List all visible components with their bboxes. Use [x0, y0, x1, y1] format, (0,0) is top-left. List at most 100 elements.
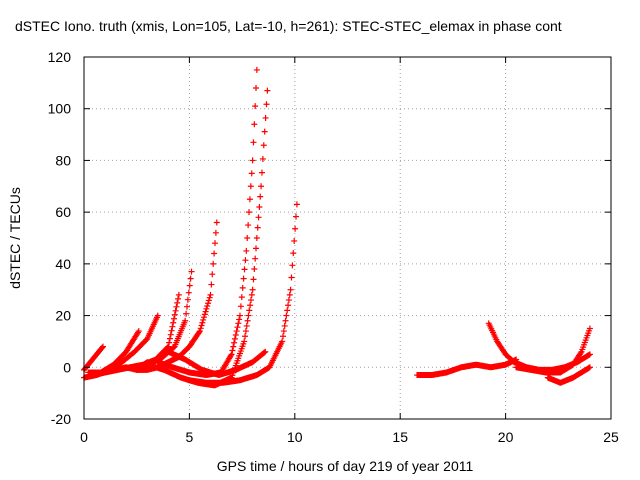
data-point-marker	[586, 364, 593, 371]
series-8	[154, 66, 260, 379]
data-point-marker	[212, 229, 219, 236]
data-point-marker	[245, 222, 252, 229]
data-point-marker	[166, 339, 173, 346]
data-point-marker	[247, 183, 254, 190]
data-point-marker	[253, 235, 260, 241]
data-point-marker	[213, 219, 220, 226]
data-point-marker	[230, 343, 237, 350]
data-point-marker	[187, 275, 194, 282]
data-point-marker	[289, 262, 296, 269]
data-point-marker	[290, 250, 297, 257]
data-point-marker	[171, 311, 178, 318]
data-point-marker	[231, 335, 238, 342]
y-tick-label: 20	[55, 308, 71, 324]
x-tick-label: 15	[392, 429, 408, 445]
data-point-marker	[251, 266, 258, 273]
y-tick-label: 40	[55, 256, 71, 272]
data-point-marker	[248, 170, 255, 177]
series-14	[513, 325, 593, 376]
data-point-marker	[285, 297, 292, 304]
data-point-marker	[262, 114, 269, 121]
grid	[84, 57, 611, 419]
data-point-marker	[577, 350, 584, 357]
data-point-marker	[244, 317, 251, 324]
data-point-marker	[186, 282, 193, 289]
data-point-marker	[200, 314, 207, 321]
data-point-marker	[211, 250, 218, 257]
data-point-marker	[286, 291, 293, 298]
data-point-marker	[264, 87, 271, 94]
data-point-marker	[260, 142, 267, 149]
data-point-marker	[231, 339, 238, 346]
data-point-marker	[168, 327, 175, 334]
series-12	[414, 356, 520, 379]
data-point-marker	[293, 201, 300, 208]
data-point-marker	[205, 297, 212, 304]
data-point-marker	[228, 351, 235, 358]
data-point-marker	[182, 317, 189, 324]
data-point-marker	[197, 325, 204, 332]
y-tick-label: 100	[48, 101, 72, 117]
y-tick-label: -20	[51, 411, 71, 427]
data-point-marker	[243, 322, 250, 329]
data-point-marker	[184, 296, 191, 303]
x-axis-label: GPS time / hours of day 219 of year 2011	[217, 458, 474, 474]
x-tick-label: 10	[287, 429, 303, 445]
data-point-marker	[239, 284, 246, 291]
data-point-marker	[185, 289, 192, 296]
data-point-marker	[233, 328, 240, 335]
data-point-marker	[210, 260, 217, 267]
data-point-marker	[261, 128, 268, 135]
data-point-marker	[283, 312, 290, 319]
series-7	[133, 219, 220, 373]
data-point-marker	[255, 214, 262, 221]
data-point-marker	[246, 209, 253, 216]
data-point-marker	[280, 328, 287, 335]
data-point-marker	[247, 297, 254, 304]
data-point-marker	[259, 155, 266, 162]
ticks: 0 5 10 15 20 25 -20 0 20 40 60 80 100 120	[48, 49, 619, 445]
data-point-marker	[248, 291, 255, 298]
x-tick-label: 25	[603, 429, 619, 445]
data-point-marker	[238, 294, 245, 301]
data-point-marker	[240, 275, 247, 282]
data-point-marker	[292, 225, 299, 232]
data-point-marker	[252, 103, 259, 110]
data-point-marker	[247, 302, 254, 309]
data-point-marker	[235, 320, 242, 327]
data-point-marker	[200, 316, 207, 323]
data-point-marker	[234, 324, 241, 331]
data-point-marker	[253, 245, 260, 252]
data-point-marker	[293, 213, 300, 220]
data-point-marker	[165, 343, 172, 350]
data-point-marker	[204, 303, 211, 310]
data-point-marker	[282, 317, 289, 324]
data-point-marker	[170, 315, 177, 322]
chart-title: dSTEC Iono. truth (xmis, Lon=105, Lat=-1…	[15, 18, 562, 34]
data-point-marker	[279, 338, 286, 345]
y-tick-label: 80	[55, 152, 71, 168]
data-point-marker	[174, 299, 181, 306]
data-point-marker	[199, 319, 206, 326]
data-point-marker	[256, 203, 263, 210]
data-point-marker	[236, 312, 243, 319]
data-point-marker	[202, 308, 209, 315]
data-point-marker	[244, 235, 251, 241]
data-point-marker	[249, 286, 256, 293]
data-point-marker	[257, 193, 264, 200]
data-point-marker	[134, 329, 141, 336]
data-point-marker	[253, 85, 260, 92]
data-point-marker	[203, 305, 210, 312]
data-point-marker	[261, 349, 268, 356]
data-point-marker	[183, 303, 190, 310]
data-point-marker	[232, 331, 239, 338]
data-point-marker	[246, 307, 253, 314]
data-point-marker	[183, 310, 190, 317]
data-point-marker	[205, 300, 212, 307]
data-point-marker	[201, 311, 208, 318]
data-point-marker	[258, 183, 265, 190]
x-tick-label: 20	[498, 429, 514, 445]
y-tick-label: 120	[48, 49, 72, 65]
data-point-marker	[175, 291, 182, 298]
data-point-marker	[207, 291, 214, 298]
